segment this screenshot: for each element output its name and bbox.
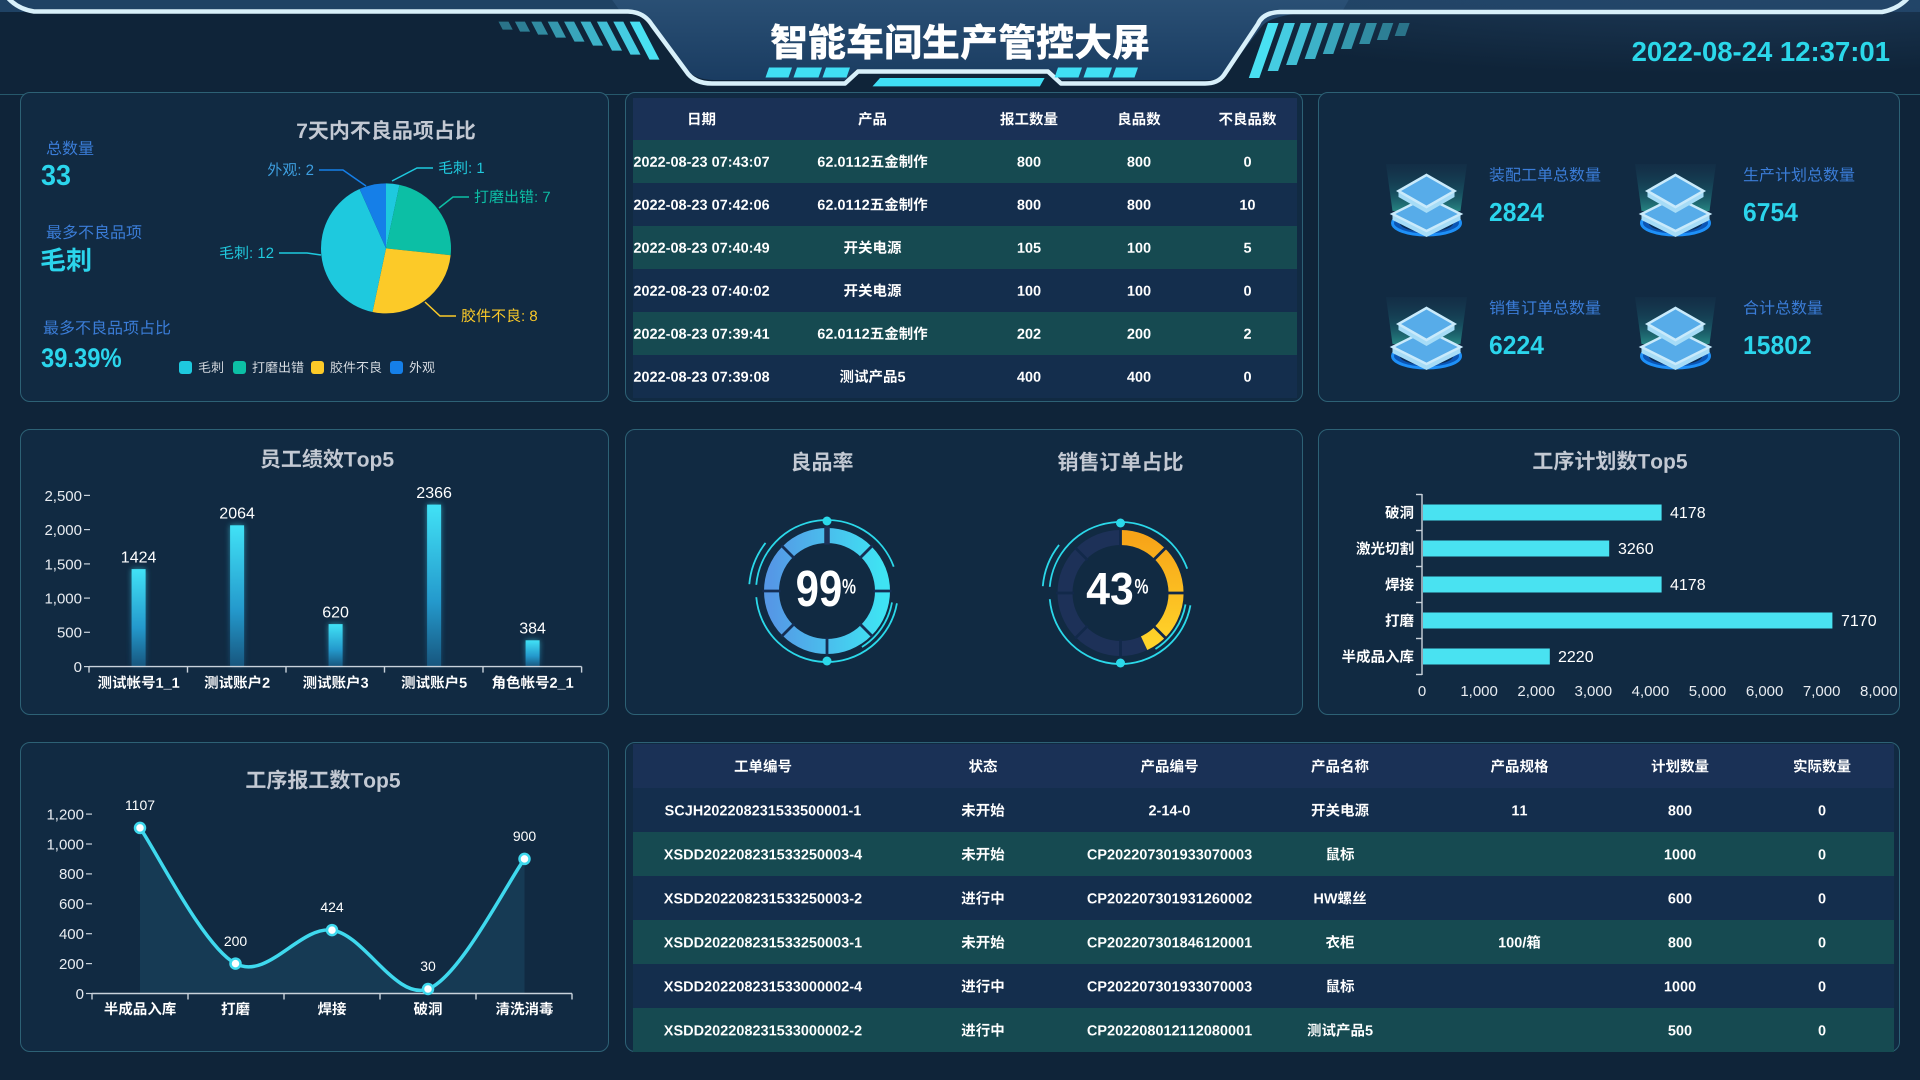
svg-text:1,000: 1,000 [46,836,84,853]
svg-text:620: 620 [322,604,349,621]
svg-text:0: 0 [74,659,82,676]
svg-text:4178: 4178 [1670,505,1706,522]
svg-text:4,000: 4,000 [1632,683,1670,700]
svg-text:384: 384 [519,621,546,638]
svg-text:30: 30 [420,958,436,974]
svg-text:500: 500 [57,625,82,642]
svg-text:2220: 2220 [1558,649,1594,666]
svg-text:2366: 2366 [416,485,452,502]
svg-text:3260: 3260 [1618,541,1654,558]
svg-text:7,000: 7,000 [1803,683,1841,700]
svg-text:800: 800 [59,866,84,883]
svg-text:4178: 4178 [1670,577,1706,594]
svg-text:1,500: 1,500 [44,556,82,573]
svg-text:900: 900 [513,828,537,844]
svg-text:0: 0 [1418,683,1426,700]
svg-text:2,500: 2,500 [44,488,82,505]
svg-text:3,000: 3,000 [1575,683,1613,700]
svg-text:8,000: 8,000 [1860,683,1898,700]
svg-text:1,200: 1,200 [46,806,84,823]
svg-text:5,000: 5,000 [1689,683,1727,700]
svg-text:400: 400 [59,926,84,943]
svg-text:1,000: 1,000 [1460,683,1498,700]
svg-text:1,000: 1,000 [44,591,82,608]
svg-text:200: 200 [224,933,248,949]
svg-text:1107: 1107 [125,797,155,813]
svg-text:1424: 1424 [121,549,157,566]
svg-text:6,000: 6,000 [1746,683,1784,700]
svg-text:7170: 7170 [1841,613,1877,630]
svg-text:2,000: 2,000 [44,522,82,539]
svg-text:424: 424 [320,899,344,915]
svg-text:2,000: 2,000 [1517,683,1555,700]
svg-text:600: 600 [59,896,84,913]
svg-text:2064: 2064 [219,506,255,523]
svg-text:0: 0 [76,986,84,1003]
svg-text:200: 200 [59,956,84,973]
